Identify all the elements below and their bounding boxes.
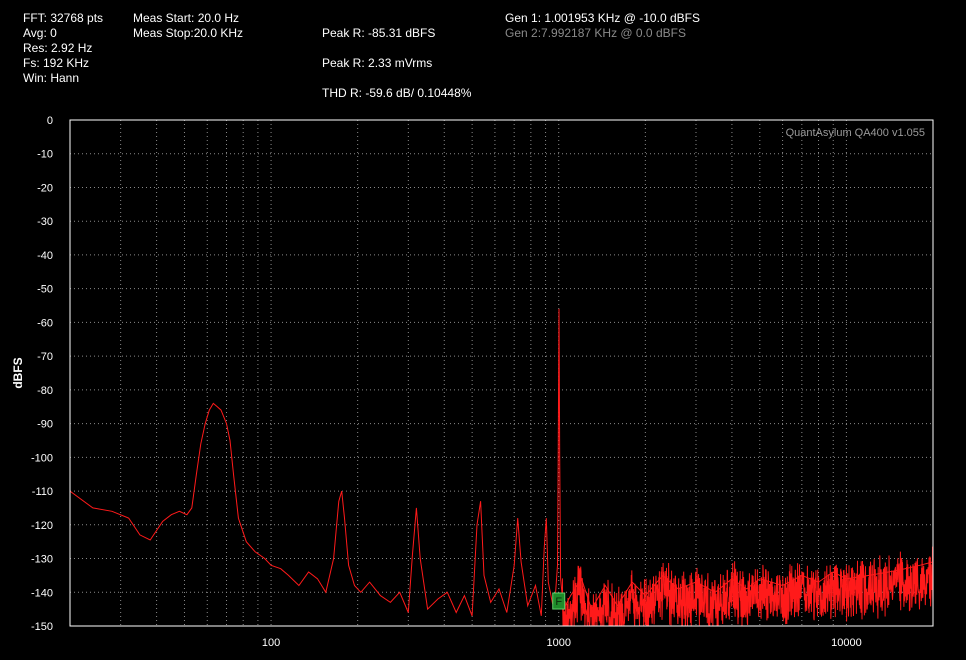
trace-area [70,308,933,626]
resolution-label: Res: 2.92 Hz [23,41,93,55]
meas-stop-label: Meas Stop:20.0 KHz [133,26,244,40]
y-tick-label: -50 [37,284,53,296]
sample-rate-label: Fs: 192 KHz [23,56,90,70]
window-label: Win: Hann [23,71,80,85]
x-tick-label: 1000 [546,637,570,649]
y-tick-label: -100 [31,452,53,464]
plot-frame [69,119,934,627]
y-tick-label: -30 [37,216,53,228]
x-tick-label: 10000 [831,637,862,649]
y-axis-ticks: 0 -10 -20 -30 -40 -50 -60 -70 -80 -90 -100 -110 -120… [31,115,53,633]
y-tick-label: -20 [37,182,53,194]
marker-box[interactable] [552,592,566,610]
x-axis-ticks: 100 1000 10000 [262,637,862,649]
y-tick-label: -110 [32,486,53,498]
y-tick-label: -10 [37,149,53,161]
y-tick-label: -60 [37,317,53,329]
brand-watermark: QuantAsylum QA400 v1.055 [786,127,925,139]
x-tick-label: 100 [262,637,280,649]
peak-dbfs-readout: Peak R: -85.31 dBFS [322,26,436,40]
grid-lines [70,120,933,626]
y-tick-label: 0 [47,115,53,127]
meas-start-label: Meas Start: 20.0 Hz [133,11,240,25]
thd-readout: THD R: -59.6 dB/ 0.10448% [322,86,472,100]
spectrum-noise-floor [561,546,933,626]
generator-1-label: Gen 1: 1.001953 KHz @ -10.0 dBFS [505,11,700,25]
y-tick-label: -80 [37,385,53,397]
y-tick-label: -150 [31,621,53,633]
y-tick-label: -40 [37,250,53,262]
fft-points-label: FFT: 32768 pts [23,11,104,25]
peak-mvrms-readout: Peak R: 2.33 mVrms [322,56,433,70]
y-tick-label: -120 [31,520,53,532]
y-tick-label: -70 [37,351,53,363]
frequency-marker[interactable]: F [552,592,566,610]
generator-2-label: Gen 2:7.992187 KHz @ 0.0 dBFS [505,26,686,40]
y-tick-label: -140 [31,587,53,599]
spectrum-trace-r [70,308,933,617]
marker-label: F [555,596,562,608]
y-tick-label: -130 [31,554,53,566]
y-axis-label: dBFS [11,357,25,388]
y-tick-label: -90 [37,419,53,431]
averages-label: Avg: 0 [23,26,57,40]
